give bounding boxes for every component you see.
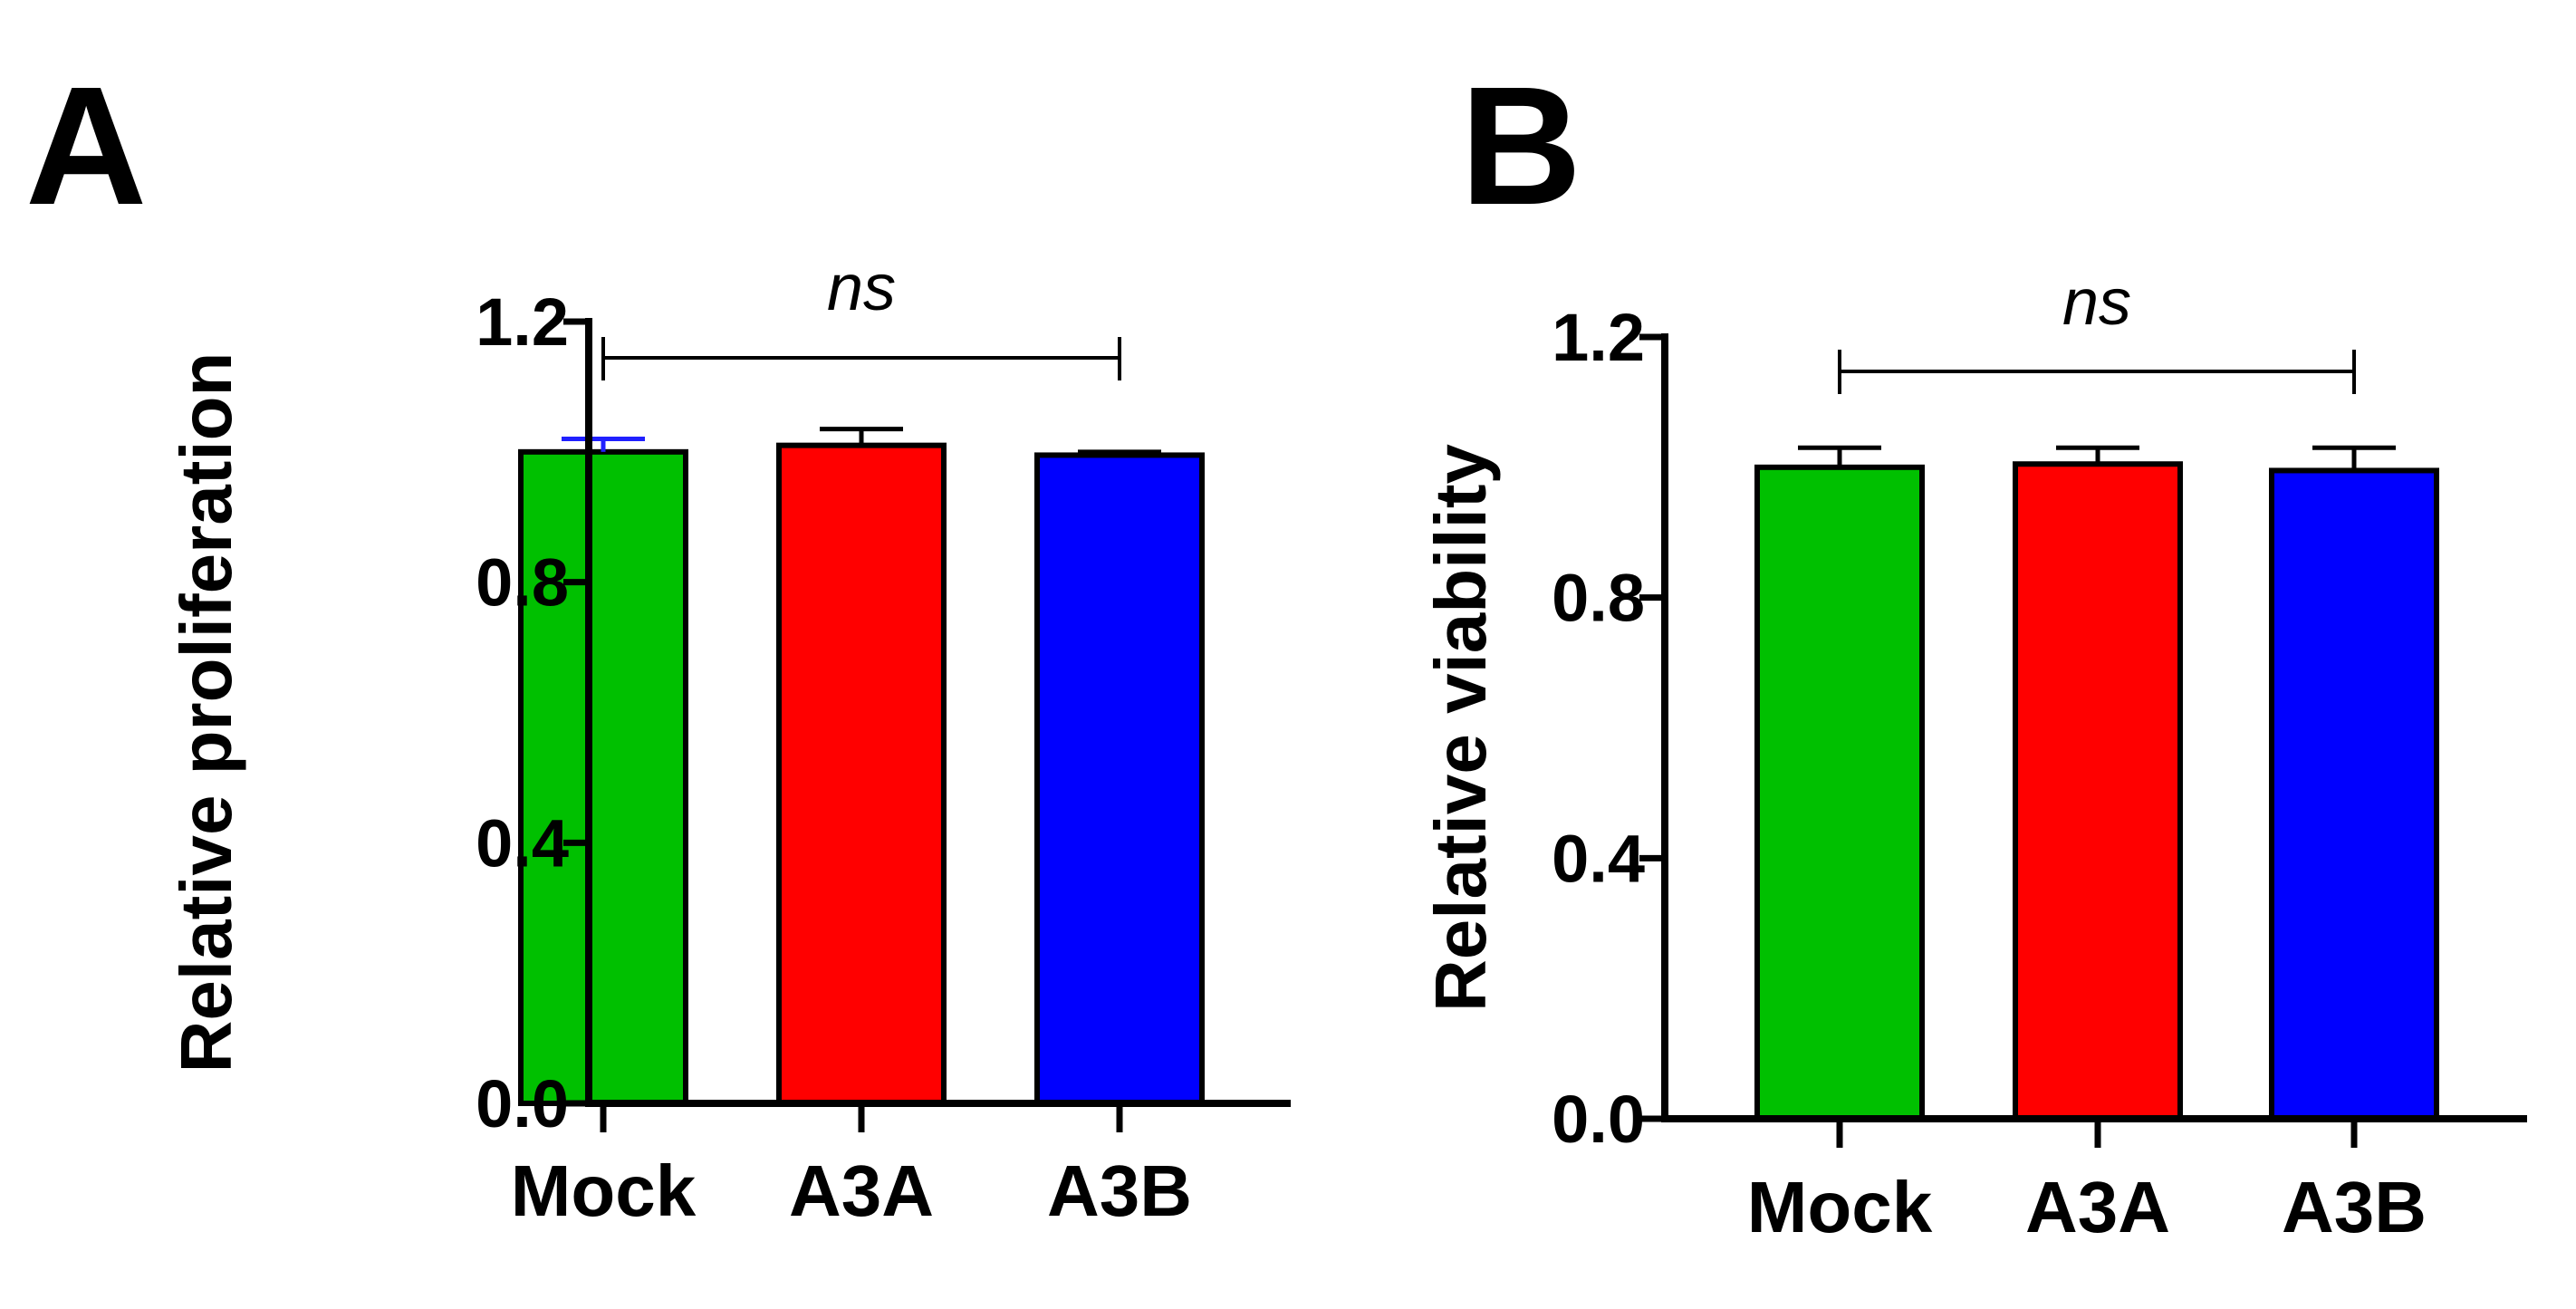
y-tick-label: 0.0 — [476, 1066, 569, 1141]
y-tick-label: 0.0 — [1552, 1082, 1645, 1157]
x-tick-label-mock: Mock — [511, 1150, 697, 1231]
y-tick-label: 0.4 — [1552, 821, 1645, 896]
y-tick-label: 0.4 — [476, 805, 569, 881]
bar-a3b — [2269, 467, 2439, 1121]
bar-a3a — [2013, 461, 2183, 1121]
significance-label: ns — [827, 252, 896, 324]
bar-a3a — [776, 442, 947, 1106]
bar-mock — [1754, 464, 1925, 1121]
y-tick-label: 0.8 — [1552, 561, 1645, 636]
bar-a3b — [1034, 452, 1205, 1107]
panel-label: A — [25, 53, 147, 240]
x-tick-label-a3b: A3B — [1047, 1150, 1192, 1231]
y-tick-label: 1.2 — [476, 284, 569, 360]
x-tick-label-mock: Mock — [1747, 1167, 1933, 1247]
x-tick-label-a3a: A3A — [789, 1150, 934, 1231]
y-axis-label: Relative proliferation — [166, 352, 246, 1073]
y-tick-label: 1.2 — [1552, 300, 1645, 375]
y-axis-label: Relative viability — [1420, 444, 1501, 1012]
panel-b: B Relative viability 0.0 0.4 0.8 1.2 Mock A3A A3… — [1420, 53, 2527, 1247]
x-tick-label-a3b: A3B — [2282, 1167, 2427, 1247]
x-tick-label-a3a: A3A — [2025, 1167, 2170, 1247]
bar-mock — [518, 448, 688, 1107]
panel-label: B — [1460, 53, 1581, 240]
significance-label: ns — [2062, 266, 2131, 339]
y-tick-label: 0.8 — [476, 545, 569, 621]
panel-a: A Relative proliferation 0.0 0.4 0.8 1.2 Mock A… — [25, 53, 1291, 1231]
